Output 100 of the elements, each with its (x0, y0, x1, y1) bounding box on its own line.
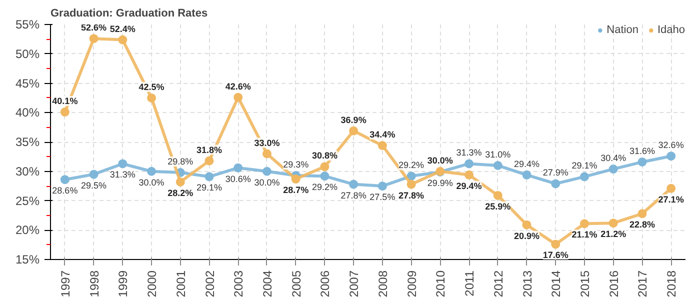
point (320, 162, 330, 172)
point (204, 156, 214, 166)
y-tick-label: 55% (15, 18, 40, 32)
data-label: 29.1% (196, 182, 222, 193)
point (234, 92, 243, 102)
x-tick-label: 2012 (491, 270, 506, 298)
point (493, 161, 502, 170)
point (464, 159, 474, 168)
x-tick-label: 2016 (606, 270, 621, 298)
x-tick-label: 2001 (174, 270, 188, 298)
point (262, 149, 272, 158)
y-tick-label: 15% (15, 252, 40, 266)
x-tick-label: 2008 (376, 270, 390, 298)
y-tick-label: 50% (15, 46, 40, 61)
x-tick-label: 1999 (116, 270, 130, 298)
data-label: 30.4% (600, 153, 626, 164)
point (147, 166, 156, 176)
point (580, 172, 589, 182)
data-label: 30.0% (427, 155, 453, 166)
data-label: 29.2% (398, 160, 424, 170)
x-tick-label: 2002 (202, 270, 217, 298)
point (349, 126, 358, 136)
data-label: 31.0% (485, 150, 511, 160)
y-tick-label: 45% (15, 76, 40, 90)
data-label: 29.3% (283, 159, 309, 170)
point (234, 163, 243, 172)
x-tick-label: 2014 (549, 270, 564, 298)
point (118, 159, 128, 168)
data-label: 22.8% (629, 220, 655, 230)
data-label: 28.7% (283, 185, 309, 196)
x-tick-label: 2010 (434, 270, 448, 298)
point (464, 170, 474, 180)
point (638, 209, 647, 218)
data-label: 31.3% (110, 170, 136, 180)
x-tick-label: 2009 (404, 270, 419, 298)
data-label: 25.9% (485, 201, 511, 212)
point (262, 166, 272, 176)
y-tick-label: 35% (15, 135, 40, 149)
data-label: 29.4% (514, 158, 540, 169)
data-label: 28.6% (52, 186, 78, 196)
data-label: 30.8% (312, 150, 338, 161)
point (378, 182, 387, 191)
data-label: 29.4% (456, 180, 482, 191)
data-label: 31.3% (456, 148, 482, 158)
data-label: 17.6% (542, 250, 568, 260)
data-label: 42.5% (138, 82, 164, 92)
point (60, 108, 70, 117)
y-tick-label: 25% (15, 194, 40, 208)
point (60, 175, 70, 184)
point (551, 179, 560, 188)
data-label: 29.9% (427, 178, 453, 188)
data-label: 31.6% (629, 146, 655, 156)
chart-title: Graduation: Graduation Rates (50, 8, 208, 20)
point (493, 190, 502, 200)
data-label: 29.5% (81, 180, 107, 190)
data-label: 29.8% (168, 156, 194, 167)
x-tick-label: 2007 (347, 270, 362, 298)
point (204, 172, 214, 182)
data-label: 52.4% (110, 24, 136, 34)
data-label: 34.4% (370, 130, 396, 140)
data-label: 27.9% (542, 168, 568, 178)
point (522, 170, 532, 180)
y-tick-label: 30% (15, 164, 40, 178)
point (406, 172, 416, 181)
point (638, 157, 647, 166)
data-label: 32.6% (658, 140, 684, 150)
x-tick-label: 1998 (87, 270, 102, 298)
x-tick-label: 2006 (318, 270, 332, 298)
point (608, 218, 618, 228)
data-label: 31.8% (196, 144, 222, 155)
data-label: 28.2% (168, 188, 194, 198)
data-label: 21.1% (572, 230, 598, 240)
point (378, 141, 387, 150)
x-tick-label: 2018 (664, 270, 679, 298)
data-label: 40.1% (52, 96, 78, 106)
x-tick-label: 2000 (145, 270, 160, 298)
point (349, 180, 358, 189)
legend-label: Idaho (657, 24, 685, 36)
point (551, 240, 560, 249)
data-label: 33.0% (254, 138, 280, 148)
data-label: 27.1% (658, 194, 684, 204)
data-label: 27.8% (340, 190, 366, 200)
data-label: 30.0% (138, 177, 164, 188)
x-tick-label: 2017 (636, 270, 650, 298)
data-label: 42.6% (225, 81, 251, 92)
legend-label: Nation (606, 24, 638, 36)
data-label: 29.2% (312, 182, 338, 192)
x-tick-label: 2004 (260, 270, 274, 298)
data-label: 36.9% (340, 114, 366, 125)
point (522, 220, 532, 230)
data-label: 52.6% (81, 22, 107, 33)
point (666, 152, 676, 161)
x-tick-label: 2013 (520, 270, 534, 298)
data-label: 27.5% (370, 192, 396, 202)
y-tick-label: 40% (15, 106, 40, 120)
data-label: 30.0% (254, 177, 280, 188)
x-tick-label: 2005 (289, 270, 304, 298)
data-label: 20.9% (514, 230, 540, 241)
x-tick-label: 1997 (58, 270, 72, 298)
x-tick-label: 2011 (462, 270, 477, 296)
